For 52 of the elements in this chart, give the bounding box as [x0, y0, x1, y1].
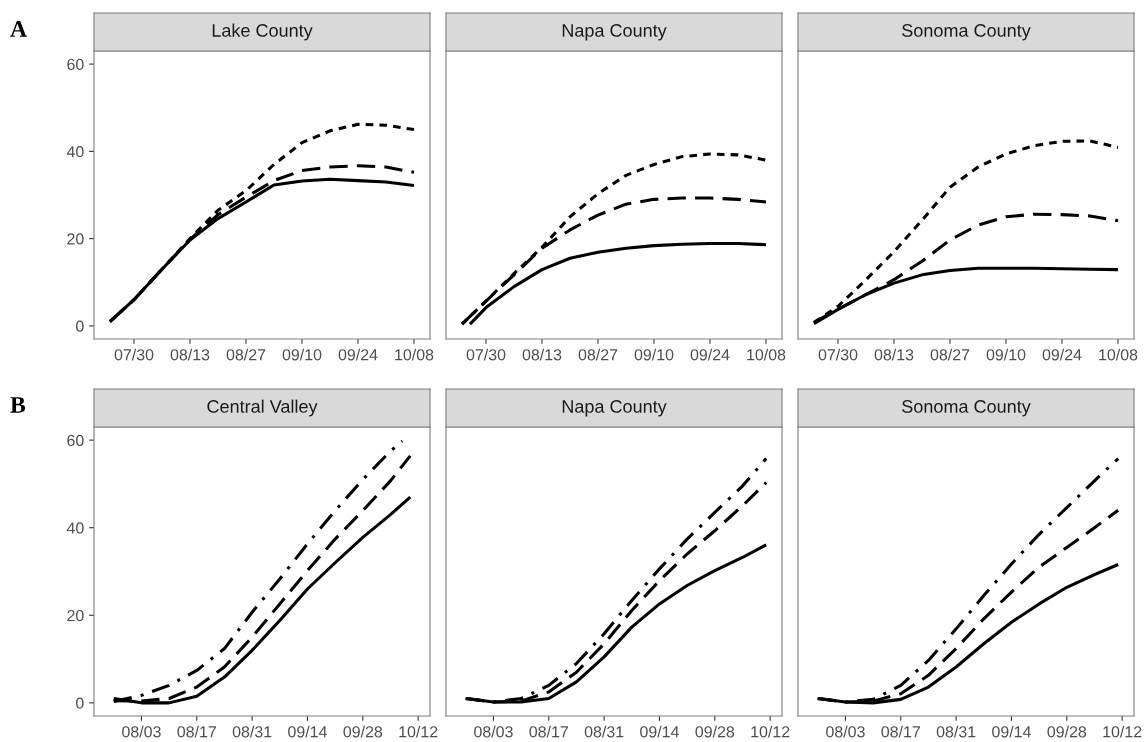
x-tick-label: 09/10 — [986, 348, 1026, 361]
chart-title: Sonoma County — [902, 400, 1031, 417]
x-tick-label: 09/28 — [343, 725, 383, 738]
x-tick-label: 08/27 — [930, 348, 970, 361]
x-tick-label: 09/28 — [695, 725, 735, 738]
y-tick-label: 40 — [66, 522, 84, 534]
x-tick-label: 10/08 — [395, 348, 434, 361]
y-tick-label: 60 — [67, 58, 84, 71]
x-tick-label: 09/14 — [288, 725, 327, 738]
x-tick-label: 08/31 — [584, 725, 624, 738]
text: B — [10, 397, 26, 413]
x-tick-label: 08/17 — [881, 725, 920, 738]
x-tick-label: 08/03 — [826, 725, 865, 738]
x-tick-label: 08/17 — [177, 725, 216, 738]
y-tick-label: 60 — [67, 434, 84, 447]
x-tick-label: 08/27 — [578, 348, 618, 361]
x-tick-label: 10/12 — [1103, 725, 1142, 738]
x-tick-label: 09/28 — [1047, 725, 1087, 738]
chart-title: Napa County — [562, 400, 667, 417]
x-tick-label: 08/27 — [226, 348, 266, 361]
y-tick-label: 40 — [66, 146, 84, 158]
x-tick-label: 07/30 — [114, 348, 154, 361]
x-tick-label: 09/24 — [690, 348, 730, 361]
x-tick-label: 08/13 — [874, 348, 914, 361]
y-tick-label: 0 — [76, 697, 84, 709]
chart-title: Lake County — [212, 23, 313, 41]
x-tick-label: 10/08 — [1099, 348, 1138, 361]
x-tick-label: 10/12 — [751, 725, 790, 738]
x-tick-label: 09/14 — [640, 725, 679, 738]
x-tick-label: 08/31 — [936, 725, 976, 738]
chart-title: Napa County — [562, 24, 667, 41]
x-tick-label: 09/10 — [634, 348, 674, 361]
x-tick-label: 09/10 — [282, 348, 322, 361]
text: A — [10, 21, 27, 37]
x-tick-label: 09/14 — [992, 725, 1031, 738]
y-tick-label: 20 — [67, 609, 84, 622]
x-tick-label: 09/24 — [338, 348, 378, 361]
x-tick-label: 08/13 — [522, 348, 562, 361]
chart-title: Central Valley — [207, 399, 318, 417]
x-tick-label: 08/03 — [122, 725, 161, 738]
x-tick-label: 09/24 — [1042, 348, 1082, 361]
x-tick-label: 07/30 — [818, 348, 858, 361]
chart-title: Sonoma County — [902, 24, 1031, 41]
x-tick-label: 07/30 — [466, 348, 506, 361]
x-tick-label: 08/03 — [474, 725, 513, 738]
x-tick-label: 08/13 — [170, 348, 210, 361]
y-tick-label: 20 — [67, 233, 84, 245]
x-tick-label: 08/31 — [232, 725, 272, 738]
x-tick-label: 10/12 — [399, 725, 438, 738]
x-tick-label: 08/17 — [529, 725, 568, 738]
x-tick-label: 10/08 — [747, 348, 786, 361]
y-tick-label: 0 — [76, 320, 84, 332]
